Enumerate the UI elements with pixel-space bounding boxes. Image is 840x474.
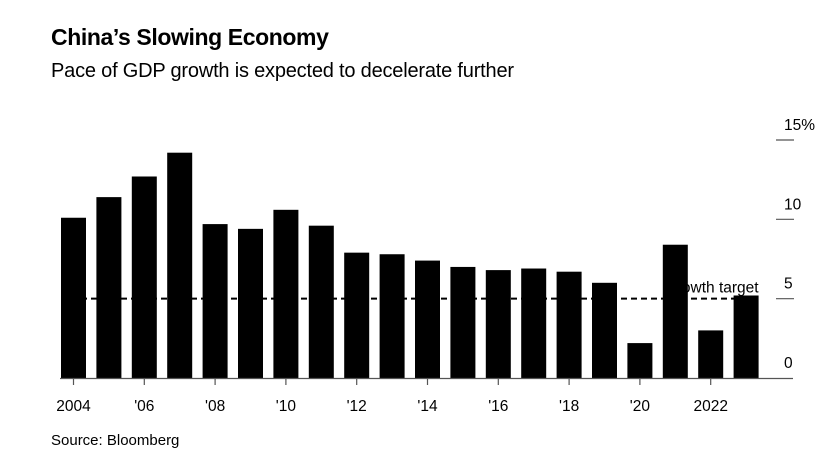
- source-note: Source: Bloomberg: [51, 432, 180, 449]
- bar-2011: [308, 225, 334, 378]
- x-tick-label-2018: '18: [559, 398, 579, 415]
- y-axis: 0 5 10 15%: [776, 117, 815, 372]
- bar-2010: [273, 209, 299, 378]
- bar-2016: [485, 270, 511, 378]
- x-tick-label-2014: '14: [417, 398, 438, 415]
- bar-2007: [167, 152, 193, 378]
- bars-group: [61, 152, 759, 378]
- x-tick-label-2004: 2004: [56, 398, 91, 415]
- chart-title: China’s Slowing Economy: [51, 24, 329, 50]
- bar-2017: [521, 268, 547, 378]
- x-axis: 2004 '06 '08 '10 '12 '14 '16 '18 '20 2022: [56, 377, 793, 415]
- bar-2012: [344, 252, 370, 378]
- bar-2019: [592, 282, 617, 378]
- x-tick-label-2012: '12: [347, 398, 367, 415]
- bar-2008: [202, 224, 228, 378]
- y-tick-label-10: 10: [784, 196, 802, 213]
- y-tick-label-0: 0: [784, 355, 793, 372]
- bar-2021: [662, 244, 688, 378]
- bar-2022: [698, 330, 724, 378]
- bar-2014: [415, 260, 440, 378]
- bar-2006: [131, 176, 157, 378]
- x-tick-label-2010: '10: [276, 398, 297, 415]
- x-tick-label-2016: '16: [488, 398, 508, 415]
- x-tick-label-2006: '06: [134, 398, 154, 415]
- x-tick-label-2020: '20: [630, 398, 651, 415]
- bar-2023: [733, 295, 759, 378]
- bar-2015: [450, 266, 476, 378]
- chart-subtitle: Pace of GDP growth is expected to decele…: [51, 60, 514, 82]
- reference-line-group: Growth target: [61, 280, 760, 300]
- y-tick-label-15: 15%: [784, 117, 815, 134]
- bar-2020: [627, 343, 653, 378]
- y-tick-label-5: 5: [784, 276, 793, 293]
- x-tick-label-2022: 2022: [693, 398, 727, 415]
- x-tick-label-2008: '08: [205, 398, 225, 415]
- growth-target-label: Growth target: [665, 280, 760, 297]
- bar-2018: [556, 271, 582, 378]
- bar-2013: [379, 254, 405, 378]
- bar-2005: [96, 197, 122, 378]
- bar-2009: [238, 228, 263, 378]
